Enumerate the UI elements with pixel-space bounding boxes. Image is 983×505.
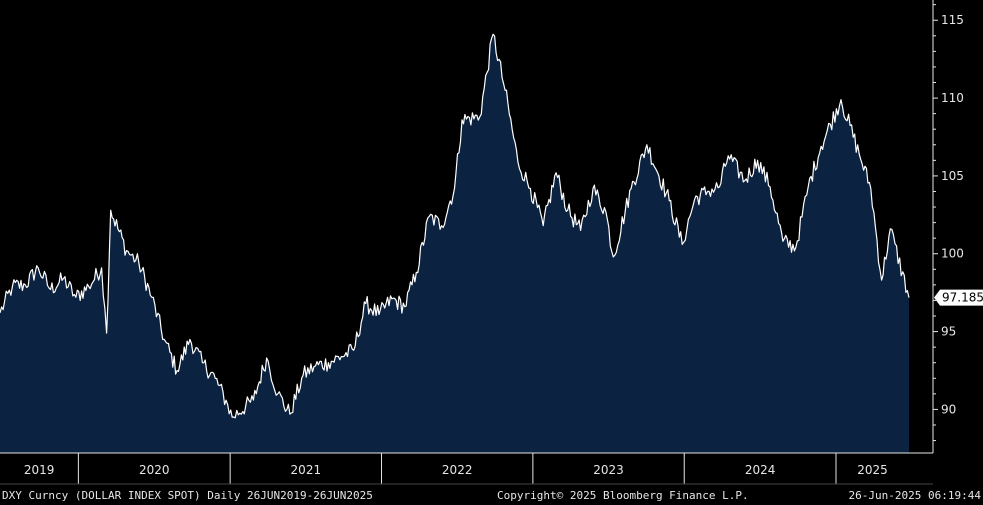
- last-value-label: 97.185: [942, 291, 983, 305]
- x-tick-label: 2023: [593, 463, 624, 477]
- footer-bar: DXY Curncy (DOLLAR INDEX SPOT) Daily 26J…: [0, 486, 983, 505]
- y-tick-label: 95: [941, 325, 956, 339]
- x-tick-label: 2022: [442, 463, 473, 477]
- y-tick-label: 100: [941, 247, 964, 261]
- x-tick-label: 2019: [24, 463, 55, 477]
- copyright-notice: Copyright© 2025 Bloomberg Finance L.P.: [497, 489, 749, 502]
- x-tick-label: 2024: [745, 463, 776, 477]
- x-tick-label: 2020: [139, 463, 170, 477]
- series-area: [0, 34, 909, 453]
- y-tick-label: 115: [941, 13, 964, 27]
- last-value-marker: [934, 289, 983, 306]
- series-line: [0, 33, 910, 419]
- x-tick-label: 2025: [857, 463, 888, 477]
- y-tick-label: 110: [941, 91, 964, 105]
- y-tick-label: 105: [941, 169, 964, 183]
- timestamp: 26-Jun-2025 06:19:44: [848, 489, 981, 502]
- y-tick-label: 90: [941, 402, 956, 416]
- x-tick-label: 2021: [291, 463, 322, 477]
- security-description: DXY Curncy (DOLLAR INDEX SPOT) Daily 26J…: [2, 489, 373, 502]
